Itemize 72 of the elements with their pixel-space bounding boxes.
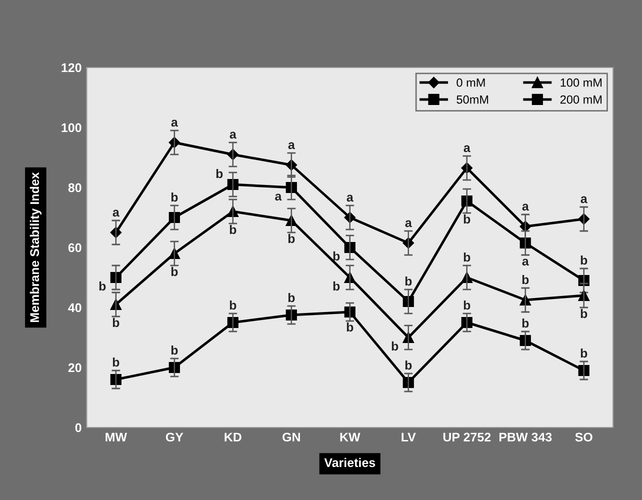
annotation: a	[288, 142, 295, 150]
annotation: b	[171, 266, 178, 276]
x-tick-label: KD	[224, 432, 242, 442]
annotation: a	[346, 194, 354, 202]
annotation: b	[405, 360, 412, 370]
point	[402, 376, 414, 388]
x-tick-label: GN	[282, 432, 300, 442]
point	[461, 195, 472, 207]
annotation: b	[288, 234, 295, 244]
x-tick-label: PBW 343	[499, 432, 552, 442]
y-tick-label: 100	[62, 123, 82, 132]
x-axis-title: Varieties	[324, 458, 376, 468]
annotation: b	[392, 341, 398, 351]
annotation: b	[230, 224, 236, 234]
annotation: b	[464, 214, 470, 224]
annotation: b	[288, 292, 295, 302]
annotation: b	[522, 318, 529, 328]
x-tick-label: MW	[106, 432, 128, 442]
y-tick-label: 40	[68, 303, 82, 312]
annotation: b	[522, 274, 529, 284]
annotation: b	[230, 300, 236, 310]
legend-label: 200 mM	[560, 95, 602, 104]
x-tick-label: GY	[166, 432, 184, 442]
point	[461, 316, 472, 328]
annotation: b	[464, 300, 470, 310]
x-tick-label: KW	[340, 432, 360, 442]
annotation: a	[230, 132, 236, 139]
annotation: a	[171, 120, 178, 127]
annotation: a	[112, 210, 120, 217]
annotation: a	[464, 145, 470, 152]
annotation: b	[112, 318, 120, 328]
y-axis-title: Membrane Stability Index	[30, 172, 42, 322]
annotation: a	[522, 204, 529, 211]
legend-label: 0 mM	[456, 78, 485, 87]
y-tick-label: 60	[68, 243, 82, 252]
point	[344, 306, 356, 318]
annotation: b	[405, 276, 412, 286]
x-tick-label: LV	[402, 432, 416, 442]
point	[286, 309, 297, 321]
annotation: a	[405, 220, 412, 228]
point	[344, 242, 356, 254]
point	[227, 178, 238, 190]
annotation: b	[464, 252, 470, 262]
annotation: b	[580, 308, 588, 318]
legend-label: 50mM	[456, 95, 488, 104]
y-tick-label: 80	[68, 183, 82, 192]
y-tick-label: 0	[75, 423, 82, 432]
annotation: b	[99, 281, 106, 291]
annotation: b	[112, 357, 120, 367]
annotation: b	[346, 322, 354, 332]
y-tick-label: 120	[62, 63, 82, 72]
y-tick-label: 20	[68, 363, 82, 372]
annotation: a	[522, 258, 529, 266]
point	[110, 272, 122, 284]
annotation: a	[275, 194, 282, 201]
annotation: b	[580, 348, 588, 358]
point	[168, 362, 180, 374]
annotation: a	[580, 196, 588, 204]
point	[110, 374, 122, 386]
annotation: b	[333, 251, 340, 261]
point	[402, 296, 414, 308]
annotation: b	[216, 168, 223, 178]
legend-label: 100 mM	[560, 78, 602, 87]
x-tick-label: SO	[575, 432, 592, 442]
x-tick-label: UP 2752	[443, 432, 491, 442]
annotation: b	[171, 192, 178, 202]
point	[168, 212, 180, 224]
point	[286, 182, 297, 194]
annotation: b	[580, 255, 588, 265]
annotation: b	[333, 281, 340, 291]
point	[227, 316, 238, 328]
annotation: b	[171, 345, 178, 355]
